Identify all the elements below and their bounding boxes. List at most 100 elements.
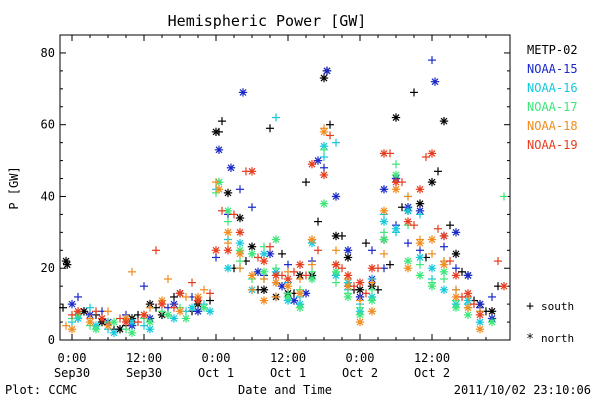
y-tick-label: 60 xyxy=(41,118,55,132)
south-point xyxy=(236,257,244,266)
south-point xyxy=(392,160,400,169)
south-point xyxy=(284,260,292,269)
north-point xyxy=(331,231,341,241)
legend-entry: NOAA-15 xyxy=(527,62,578,76)
south-point xyxy=(212,178,220,187)
north-point xyxy=(247,242,257,251)
north-point xyxy=(214,145,224,155)
legend-entry: NOAA-17 xyxy=(527,100,578,114)
north-point xyxy=(391,224,401,233)
north-point xyxy=(175,289,185,298)
south-point xyxy=(362,289,370,298)
north-point xyxy=(379,206,389,216)
south-point xyxy=(440,242,448,251)
south-point xyxy=(170,292,178,301)
south-point xyxy=(266,124,274,133)
south-point xyxy=(338,264,346,273)
north-point xyxy=(67,299,77,309)
north-point xyxy=(205,307,215,316)
south-point xyxy=(248,285,256,294)
south-point xyxy=(272,292,280,301)
north-point xyxy=(391,170,401,180)
north-point xyxy=(235,228,245,237)
north-point xyxy=(307,235,317,244)
north-point xyxy=(121,317,131,327)
south-point xyxy=(152,246,160,255)
south-point xyxy=(308,267,316,276)
south-point xyxy=(368,285,376,294)
north-point xyxy=(451,249,461,259)
north-point xyxy=(379,149,389,158)
north-point xyxy=(463,303,473,312)
legend-entry: NOAA-18 xyxy=(527,119,578,133)
south-point xyxy=(272,113,280,122)
north-point xyxy=(271,271,281,280)
north-point xyxy=(271,278,281,287)
x-tick-date-label: Oct 2 xyxy=(414,366,450,380)
south-point xyxy=(254,253,262,262)
south-point xyxy=(218,117,226,126)
north-point xyxy=(391,177,401,187)
south-point xyxy=(380,228,388,237)
north-point xyxy=(331,260,341,269)
north-point xyxy=(415,253,425,262)
south-point xyxy=(320,153,328,161)
south-point xyxy=(266,242,274,251)
south-point xyxy=(494,257,502,266)
south-point xyxy=(320,145,328,154)
south-point xyxy=(446,221,454,230)
north-point xyxy=(187,303,197,312)
south-point xyxy=(452,285,460,294)
north-point xyxy=(97,314,107,323)
north-point xyxy=(211,246,221,255)
north-point xyxy=(391,113,401,122)
south-point xyxy=(140,321,148,330)
north-point xyxy=(379,185,389,194)
south-point xyxy=(104,307,112,316)
north-point xyxy=(355,310,365,320)
y-tick-label: 20 xyxy=(41,261,55,275)
x-tick-label: 12:00 xyxy=(126,351,162,365)
north-point xyxy=(235,238,245,248)
north-point xyxy=(193,296,203,305)
south-point xyxy=(140,282,148,291)
south-point xyxy=(59,303,67,312)
north-point xyxy=(463,271,473,280)
x-tick-label: 0:00 xyxy=(346,351,375,365)
south-point xyxy=(200,285,208,294)
south-point xyxy=(368,278,376,287)
south-point xyxy=(434,167,442,176)
north-point xyxy=(331,192,341,201)
south-point xyxy=(302,271,310,280)
marker-legend: + south * north xyxy=(526,299,574,347)
north-point xyxy=(475,310,485,320)
north-point xyxy=(403,217,413,226)
north-point xyxy=(487,317,497,327)
north-point xyxy=(295,289,305,298)
south-point xyxy=(434,224,442,233)
south-point xyxy=(326,120,334,129)
north-point xyxy=(175,307,185,316)
north-point xyxy=(343,292,353,302)
north-point xyxy=(403,264,413,273)
north-point xyxy=(157,299,167,309)
south-point xyxy=(320,163,328,172)
north-point xyxy=(463,289,473,298)
north-point xyxy=(319,127,329,137)
north-point xyxy=(439,285,449,294)
south-point xyxy=(314,246,322,255)
south-point xyxy=(122,325,130,334)
north-point xyxy=(211,127,221,137)
north-point xyxy=(430,77,440,86)
north-point xyxy=(451,228,461,237)
south-point xyxy=(236,185,244,194)
plot-credit: Plot: CCMC xyxy=(5,383,77,397)
south-point xyxy=(134,318,142,327)
north-point xyxy=(259,285,269,294)
north-point xyxy=(199,303,209,312)
south-point xyxy=(458,267,466,276)
south-point xyxy=(224,239,232,248)
south-point xyxy=(224,217,232,226)
north-point xyxy=(307,274,317,284)
south-point xyxy=(332,138,340,147)
